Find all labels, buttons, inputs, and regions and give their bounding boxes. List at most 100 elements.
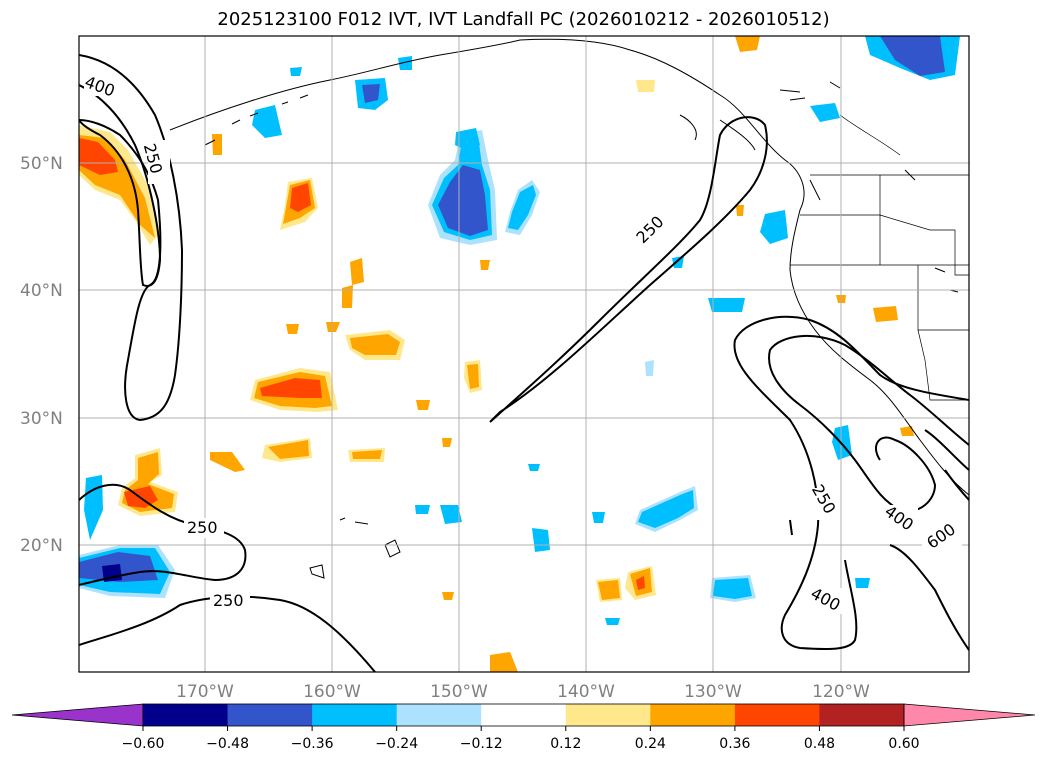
coastline: [779, 81, 841, 101]
anomaly-blob-positive: [79, 138, 118, 175]
borders-layer: [790, 114, 969, 401]
colorbar-segment: [396, 704, 482, 726]
anomaly-blob-positive: [352, 450, 382, 459]
anomaly-blob-positive: [598, 580, 620, 600]
colorbar-tick-label: −0.24: [375, 736, 418, 752]
colorbar-segment: [481, 704, 567, 726]
anomaly-blob-positive: [636, 80, 655, 92]
contour-line: [79, 483, 247, 586]
anomaly-blob-negative: [880, 36, 945, 76]
lon-axis-labels: 170°W 160°W 150°W 140°W 130°W 120°W: [176, 682, 870, 702]
contour-line: [924, 429, 969, 501]
anomaly-blob-positive: [442, 592, 454, 600]
anomaly-blob-negative: [438, 165, 488, 236]
colorbar-tick-label: −0.60: [122, 736, 165, 752]
anomaly-blob-negative: [605, 618, 620, 625]
border-line: [839, 114, 901, 156]
contour-line: [733, 316, 969, 650]
anomaly-blob-positive: [900, 426, 914, 436]
anomaly-blob-positive: [342, 285, 353, 308]
anomaly-blob-positive: [268, 440, 309, 459]
lon-label-150w: 150°W: [430, 682, 488, 702]
anomaly-blob-negative: [508, 185, 536, 230]
coastline-layer: [169, 38, 969, 579]
anomaly-blob-positive: [350, 334, 400, 355]
anomaly-blob-negative: [592, 512, 605, 523]
anomaly-blob-negative: [455, 128, 480, 150]
coastline: [309, 517, 401, 579]
map-title: 2025123100 F012 IVT, IVT Landfall PC (20…: [217, 9, 830, 30]
anomaly-blob-negative: [440, 505, 462, 524]
colorbar-segment: [227, 704, 313, 726]
anomaly-blob-positive: [636, 576, 645, 590]
colorbar-tick-label: −0.48: [206, 736, 249, 752]
lon-label-170w: 170°W: [176, 682, 234, 702]
anomaly-blob-positive: [735, 36, 760, 52]
colorbar-tick-label: 0.24: [635, 736, 666, 752]
anomaly-blob-positive: [212, 134, 222, 155]
colorbar-tick-label: 0.36: [719, 736, 750, 752]
contour-line: [789, 519, 969, 651]
lon-label-140w: 140°W: [557, 682, 615, 702]
anomaly-blob-positive: [326, 322, 340, 332]
anomaly-blob-positive: [490, 652, 518, 672]
anomaly-blob-negative: [713, 578, 752, 599]
contour-label: 250: [213, 591, 244, 610]
anomaly-blob-negative: [362, 84, 380, 103]
anomaly-blob-positive: [480, 260, 490, 270]
lon-label-130w: 130°W: [684, 682, 742, 702]
colorbar-tick-label: 0.48: [804, 736, 835, 752]
gridlines: [79, 36, 969, 672]
contour-line: [489, 116, 768, 423]
colorbar-segment: [565, 704, 651, 726]
shading-layer: [79, 36, 960, 672]
anomaly-blob-negative: [415, 505, 430, 514]
map-area: [79, 36, 969, 672]
anomaly-blob-negative: [638, 490, 694, 528]
anomaly-blob-positive: [286, 324, 299, 334]
anomaly-blob-negative: [290, 67, 302, 76]
anomaly-blob-negative: [398, 56, 412, 70]
anomaly-blob-positive: [210, 452, 245, 472]
anomaly-blob-negative: [532, 528, 550, 552]
colorbar: −0.60 −0.48 −0.36 −0.24 −0.12 0.12 0.24 0.36 0.4…: [11, 703, 1036, 752]
anomaly-blob-positive: [350, 258, 364, 285]
lat-label-30n: 30°N: [20, 409, 63, 429]
anomaly-blob-positive: [290, 183, 311, 212]
lon-label-160w: 160°W: [303, 682, 361, 702]
colorbar-extend-max: [903, 703, 1036, 727]
colorbar-tick-label: −0.36: [291, 736, 334, 752]
contour-line: [79, 84, 162, 287]
anomaly-blob-negative: [528, 464, 540, 471]
coastline: [204, 94, 309, 146]
anomaly-blob-positive: [260, 378, 322, 398]
contour-line: [768, 334, 969, 512]
anomaly-blob-positive: [416, 400, 430, 410]
colorbar-segment: [819, 704, 905, 726]
colorbar-segment: [734, 704, 820, 726]
colorbar-tick-label: 0.12: [550, 736, 581, 752]
anomaly-blob-positive: [736, 205, 744, 216]
lon-label-120w: 120°W: [812, 682, 870, 702]
lat-label-50n: 50°N: [20, 154, 63, 174]
lat-label-20n: 20°N: [20, 536, 63, 556]
border-line: [800, 214, 969, 276]
anomaly-blob-negative: [855, 578, 870, 588]
anomaly-blob-positive: [442, 438, 452, 447]
anomaly-blob-positive: [873, 306, 898, 322]
lat-label-40n: 40°N: [20, 281, 63, 301]
anomaly-blob-negative: [645, 360, 654, 376]
colorbar-segment: [312, 704, 398, 726]
colorbar-segment: [650, 704, 736, 726]
colorbar-tick-label: 0.60: [888, 736, 919, 752]
coastline: [169, 38, 969, 496]
colorbar-frame: [142, 703, 905, 727]
colorbar-extend-min: [11, 703, 144, 727]
anomaly-blob-negative: [252, 105, 282, 138]
lat-axis-labels: 50°N 40°N 30°N 20°N: [20, 154, 63, 556]
anomaly-blob-negative: [708, 298, 745, 312]
contour-label: 250: [187, 518, 218, 537]
colorbar-tick-label: −0.12: [460, 736, 503, 752]
map-frame: [78, 35, 970, 673]
